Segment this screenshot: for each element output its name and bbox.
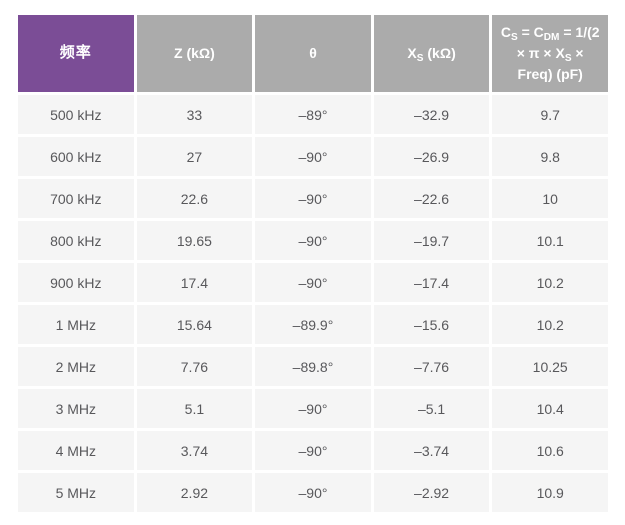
cell-z-kohm: 27 [136,137,253,176]
cell-theta: –89.9° [255,305,371,344]
column-header-cs-cdm-formula: CS = CDM = 1/(2 × π × XS × Freq) (pF) [492,15,608,92]
cell-cs-cdm-formula: 9.8 [492,137,608,176]
column-header-theta: θ [255,15,371,92]
table-row: 800 kHz 19.65 –90° –19.7 10.1 [18,221,608,260]
cell-cs-cdm-formula: 10.2 [492,305,608,344]
cell-theta: –90° [255,473,371,512]
table-row: 2 MHz 7.76 –89.8° –7.76 10.25 [18,347,608,386]
cell-xs-kohm: –15.6 [373,305,490,344]
header-row: 频率 Z (kΩ) θ XS (kΩ) CS = CDM = 1/(2 × π × XS… [18,15,608,92]
cell-cs-cdm-formula: 10.25 [492,347,608,386]
cell-theta: –90° [255,389,371,428]
cell-z-kohm: 7.76 [136,347,253,386]
table-row: 5 MHz 2.92 –90° –2.92 10.9 [18,473,608,512]
table-row: 4 MHz 3.74 –90° –3.74 10.6 [18,431,608,470]
cell-z-kohm: 5.1 [136,389,253,428]
cell-xs-kohm: –5.1 [373,389,490,428]
cell-cs-cdm-formula: 10.2 [492,263,608,302]
cell-xs-kohm: –22.6 [373,179,490,218]
cell-xs-kohm: –32.9 [373,95,490,134]
cell-cs-cdm-formula: 10.6 [492,431,608,470]
cell-xs-kohm: –17.4 [373,263,490,302]
cell-z-kohm: 19.65 [136,221,253,260]
table-row: 600 kHz 27 –90° –26.9 9.8 [18,137,608,176]
cell-cs-cdm-formula: 9.7 [492,95,608,134]
column-header-z-kohm: Z (kΩ) [136,15,253,92]
cell-z-kohm: 17.4 [136,263,253,302]
cell-theta: –90° [255,179,371,218]
cell-xs-kohm: –3.74 [373,431,490,470]
cell-frequency: 500 kHz [18,95,134,134]
cell-cs-cdm-formula: 10.9 [492,473,608,512]
cell-theta: –90° [255,221,371,260]
cell-frequency: 2 MHz [18,347,134,386]
cell-frequency: 900 kHz [18,263,134,302]
cell-cs-cdm-formula: 10.1 [492,221,608,260]
cell-theta: –90° [255,137,371,176]
cell-xs-kohm: –2.92 [373,473,490,512]
cell-theta: –90° [255,431,371,470]
cell-cs-cdm-formula: 10.4 [492,389,608,428]
table-row: 500 kHz 33 –89° –32.9 9.7 [18,95,608,134]
table-row: 900 kHz 17.4 –90° –17.4 10.2 [18,263,608,302]
cell-z-kohm: 15.64 [136,305,253,344]
table-row: 3 MHz 5.1 –90° –5.1 10.4 [18,389,608,428]
impedance-table: 频率 Z (kΩ) θ XS (kΩ) CS = CDM = 1/(2 × π × XS… [15,12,611,515]
cell-theta: –89.8° [255,347,371,386]
cell-frequency: 1 MHz [18,305,134,344]
cell-theta: –89° [255,95,371,134]
cell-z-kohm: 2.92 [136,473,253,512]
cell-xs-kohm: –19.7 [373,221,490,260]
cell-xs-kohm: –26.9 [373,137,490,176]
cell-cs-cdm-formula: 10 [492,179,608,218]
cell-frequency: 800 kHz [18,221,134,260]
cell-z-kohm: 3.74 [136,431,253,470]
table-header: 频率 Z (kΩ) θ XS (kΩ) CS = CDM = 1/(2 × π × XS… [18,15,608,92]
cell-frequency: 4 MHz [18,431,134,470]
cell-frequency: 600 kHz [18,137,134,176]
cell-frequency: 3 MHz [18,389,134,428]
cell-theta: –90° [255,263,371,302]
cell-xs-kohm: –7.76 [373,347,490,386]
table-body: 500 kHz 33 –89° –32.9 9.7 600 kHz 27 –90° –26.9 9… [18,95,608,512]
cell-frequency: 700 kHz [18,179,134,218]
cell-z-kohm: 33 [136,95,253,134]
table-row: 700 kHz 22.6 –90° –22.6 10 [18,179,608,218]
cell-z-kohm: 22.6 [136,179,253,218]
column-header-xs-kohm: XS (kΩ) [373,15,490,92]
table-row: 1 MHz 15.64 –89.9° –15.6 10.2 [18,305,608,344]
impedance-table-container: 频率 Z (kΩ) θ XS (kΩ) CS = CDM = 1/(2 × π × XS… [15,12,611,515]
column-header-frequency: 频率 [18,15,134,92]
cell-frequency: 5 MHz [18,473,134,512]
